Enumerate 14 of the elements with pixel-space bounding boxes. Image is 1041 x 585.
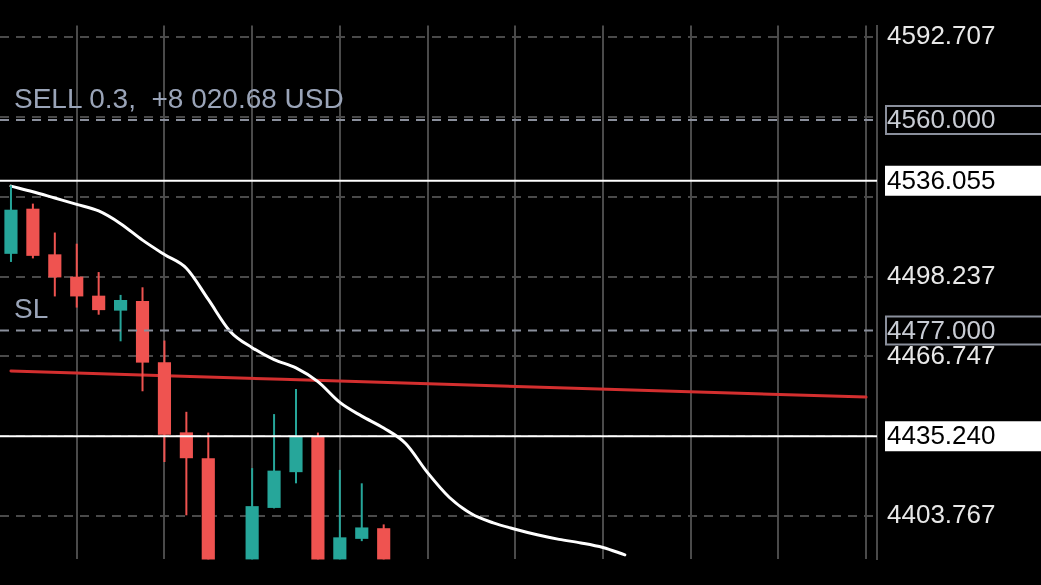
ref-line-label: 4560.000 xyxy=(887,104,996,135)
y-tick-label: 4498.237 xyxy=(887,259,996,290)
y-tick-label: 4403.767 xyxy=(887,499,996,530)
candlestick xyxy=(48,231,62,298)
annotation: SL xyxy=(14,293,49,325)
candlestick xyxy=(92,271,106,316)
candlestick xyxy=(333,468,347,561)
candlestick xyxy=(355,482,369,543)
candlestick xyxy=(114,293,128,343)
ref-line-label: 4536.055 xyxy=(887,164,996,195)
y-tick-label: 4592.707 xyxy=(887,20,996,51)
ref-line-label: 4435.240 xyxy=(887,420,996,451)
candlestick xyxy=(70,242,84,309)
annotation: SELL 0.3, +8 020.68 USD xyxy=(14,82,344,114)
